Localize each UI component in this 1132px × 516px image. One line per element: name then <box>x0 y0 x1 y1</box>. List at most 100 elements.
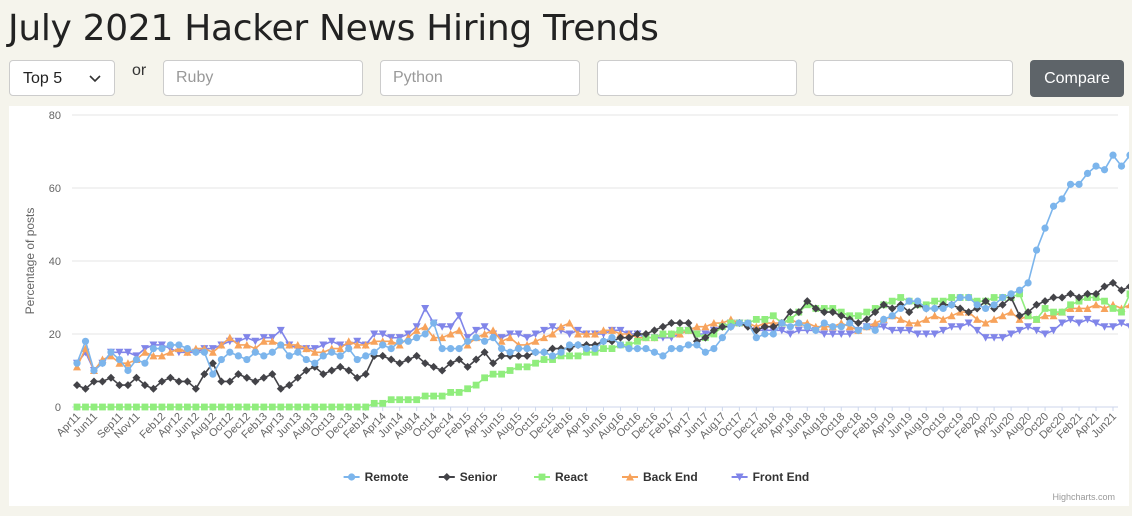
point-front-end[interactable] <box>1083 315 1092 324</box>
point-senior[interactable] <box>293 373 302 382</box>
point-remote[interactable] <box>829 323 837 331</box>
term-input-4[interactable] <box>813 60 1013 96</box>
point-senior[interactable] <box>89 377 98 386</box>
point-remote[interactable] <box>124 366 132 375</box>
point-back-end[interactable] <box>582 330 591 338</box>
point-back-end[interactable] <box>1007 308 1016 316</box>
point-back-end[interactable] <box>973 315 982 323</box>
point-senior[interactable] <box>998 300 1007 309</box>
point-remote[interactable] <box>217 355 225 364</box>
point-remote[interactable] <box>447 345 455 353</box>
point-senior[interactable] <box>378 351 387 360</box>
point-remote[interactable] <box>625 345 633 353</box>
point-remote[interactable] <box>701 348 709 356</box>
point-senior[interactable] <box>591 340 599 349</box>
point-remote[interactable] <box>846 319 854 327</box>
point-remote[interactable] <box>1007 290 1015 298</box>
point-senior[interactable] <box>1117 286 1126 295</box>
point-back-end[interactable] <box>913 319 922 327</box>
point-senior[interactable] <box>1083 289 1092 298</box>
point-senior[interactable] <box>1058 293 1067 302</box>
credits-link[interactable]: Highcharts.com <box>1052 492 1115 502</box>
point-front-end[interactable] <box>820 330 829 339</box>
point-back-end[interactable] <box>412 326 421 334</box>
point-remote[interactable] <box>888 312 896 320</box>
point-back-end[interactable] <box>310 348 319 356</box>
point-senior[interactable] <box>81 384 90 393</box>
point-remote[interactable] <box>455 345 463 353</box>
point-remote[interactable] <box>1126 151 1132 159</box>
point-senior[interactable] <box>259 373 268 382</box>
point-remote[interactable] <box>107 348 115 356</box>
point-react[interactable] <box>217 403 225 411</box>
point-back-end[interactable] <box>336 344 345 353</box>
point-react[interactable] <box>192 403 200 411</box>
point-remote[interactable] <box>353 355 361 364</box>
point-senior[interactable] <box>548 344 557 353</box>
point-senior[interactable] <box>658 322 667 331</box>
top-n-select[interactable]: Top 5 <box>9 60 115 96</box>
point-remote[interactable] <box>778 319 786 327</box>
point-front-end[interactable] <box>565 330 574 339</box>
point-react[interactable] <box>260 403 268 411</box>
point-front-end[interactable] <box>438 323 447 331</box>
point-back-end[interactable] <box>455 326 464 334</box>
point-react[interactable] <box>251 403 259 411</box>
point-back-end[interactable] <box>981 319 990 327</box>
point-front-end[interactable] <box>455 312 464 320</box>
point-react[interactable] <box>141 403 149 411</box>
point-back-end[interactable] <box>939 315 948 323</box>
point-front-end[interactable] <box>531 330 540 339</box>
point-senior[interactable] <box>302 366 311 375</box>
point-front-end[interactable] <box>421 304 430 313</box>
point-front-end[interactable] <box>998 334 1007 342</box>
point-react[interactable] <box>489 370 497 378</box>
point-react[interactable] <box>659 330 667 338</box>
point-senior[interactable] <box>1041 297 1050 306</box>
point-react[interactable] <box>625 341 633 349</box>
point-remote[interactable] <box>311 359 319 367</box>
point-remote[interactable] <box>1100 166 1109 174</box>
point-back-end[interactable] <box>344 337 353 345</box>
point-remote[interactable] <box>837 323 845 331</box>
point-react[interactable] <box>608 345 616 352</box>
point-remote[interactable] <box>158 345 166 353</box>
point-front-end[interactable] <box>837 330 846 339</box>
point-react[interactable] <box>277 403 285 411</box>
point-senior[interactable] <box>497 351 506 360</box>
point-remote[interactable] <box>183 345 191 353</box>
point-back-end[interactable] <box>1075 304 1084 312</box>
point-react[interactable] <box>150 403 157 411</box>
point-senior[interactable] <box>794 308 803 317</box>
point-senior[interactable] <box>616 333 625 342</box>
point-front-end[interactable] <box>981 334 990 342</box>
point-back-end[interactable] <box>217 340 226 349</box>
point-senior[interactable] <box>964 308 973 317</box>
point-back-end[interactable] <box>429 333 438 342</box>
point-senior[interactable] <box>709 326 718 335</box>
point-front-end[interactable] <box>1024 323 1033 331</box>
point-senior[interactable] <box>480 348 489 357</box>
point-back-end[interactable] <box>242 340 251 349</box>
legend-marker[interactable] <box>538 473 546 481</box>
point-react[interactable] <box>82 403 89 411</box>
point-senior[interactable] <box>234 370 243 379</box>
point-senior[interactable] <box>1066 289 1075 298</box>
point-remote[interactable] <box>141 359 149 367</box>
point-remote[interactable] <box>871 326 879 334</box>
point-remote[interactable] <box>642 345 650 353</box>
point-remote[interactable] <box>574 341 582 349</box>
point-react[interactable] <box>107 403 115 411</box>
point-back-end[interactable] <box>446 330 455 338</box>
point-back-end[interactable] <box>1066 304 1075 312</box>
point-react[interactable] <box>464 385 472 393</box>
point-remote[interactable] <box>209 370 217 378</box>
point-back-end[interactable] <box>293 340 302 349</box>
point-front-end[interactable] <box>1075 319 1084 328</box>
point-front-end[interactable] <box>276 326 285 335</box>
point-react[interactable] <box>888 297 896 305</box>
point-react[interactable] <box>183 403 191 411</box>
point-react[interactable] <box>430 392 438 400</box>
point-remote[interactable] <box>786 323 794 331</box>
point-senior[interactable] <box>285 381 294 390</box>
